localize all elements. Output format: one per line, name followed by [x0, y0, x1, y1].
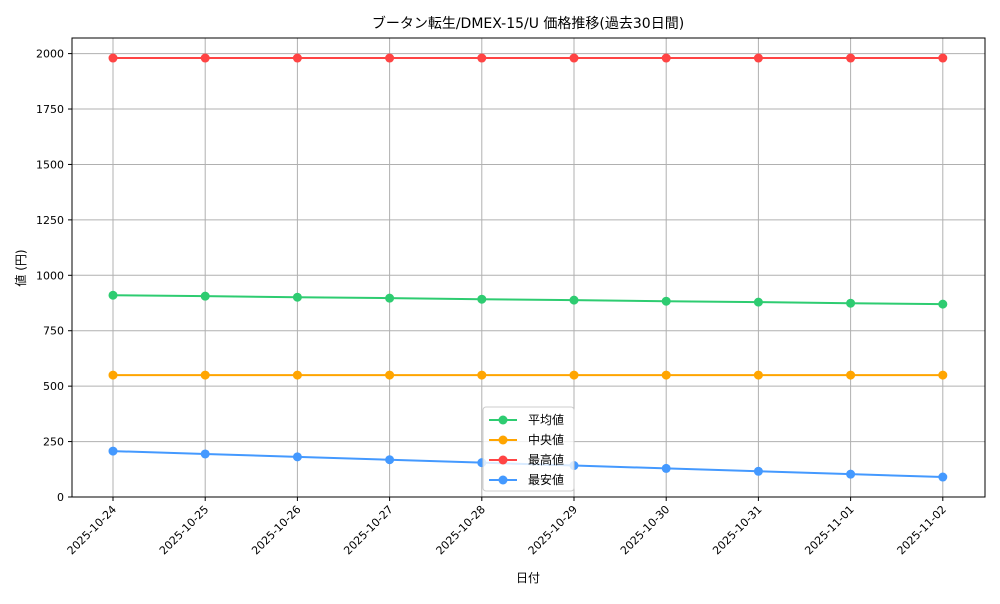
legend-marker [498, 455, 508, 465]
plot-frame [71, 37, 986, 498]
y-tick-label: 750 [43, 325, 64, 338]
x-tick-label: 2025-10-28 [434, 503, 488, 557]
y-tick-label: 1250 [36, 214, 64, 227]
data-point [753, 370, 763, 380]
data-point [938, 53, 948, 63]
data-point [846, 370, 856, 380]
legend-label: 最高値 [528, 452, 564, 467]
x-tick-label: 2025-11-02 [895, 503, 949, 557]
series-0 [108, 290, 948, 309]
y-tick-label: 250 [43, 436, 64, 449]
data-point [108, 290, 118, 300]
data-point [477, 370, 487, 380]
data-point [846, 53, 856, 63]
data-point [200, 291, 210, 301]
x-tick-label: 2025-11-01 [802, 503, 856, 557]
data-point [753, 297, 763, 307]
x-tick-label: 2025-10-26 [249, 503, 303, 557]
data-point [569, 370, 579, 380]
legend-label: 中央値 [528, 432, 564, 447]
data-point [292, 292, 302, 302]
legend-marker [498, 435, 508, 445]
legend-box [482, 406, 575, 492]
data-point [477, 53, 487, 63]
chart-title: ブータン転生/DMEX-15/U 価格推移(過去30日間) [372, 15, 684, 32]
data-point [108, 370, 118, 380]
data-point [477, 294, 487, 304]
data-point [846, 298, 856, 308]
x-tick-label: 2025-10-27 [341, 503, 395, 557]
data-point [661, 53, 671, 63]
x-tick-label: 2025-10-29 [526, 503, 580, 557]
legend-marker [498, 415, 508, 425]
data-point [938, 299, 948, 309]
series-line [112, 294, 943, 306]
y-tick-label: 1500 [36, 158, 64, 171]
y-tick-label: 0 [57, 491, 64, 504]
data-point [200, 449, 210, 459]
data-point [938, 472, 948, 482]
data-point [108, 446, 118, 456]
data-point [385, 293, 395, 303]
y-tick-label: 1000 [36, 269, 64, 282]
data-point [292, 452, 302, 462]
data-point [753, 53, 763, 63]
data-point [661, 370, 671, 380]
series-1 [108, 370, 948, 380]
x-tick-label: 2025-10-24 [65, 503, 119, 557]
data-point [385, 455, 395, 465]
x-tick-label: 2025-10-30 [618, 503, 672, 557]
data-point [846, 469, 856, 479]
legend-label: 平均値 [528, 412, 564, 427]
legend-label: 最安値 [528, 472, 564, 487]
data-point [200, 53, 210, 63]
data-point [385, 53, 395, 63]
x-tick-label: 2025-10-25 [157, 503, 211, 557]
data-point [200, 370, 210, 380]
y-axis-label: 値 (円) [13, 249, 28, 286]
y-tick-label: 500 [43, 380, 64, 393]
data-point [292, 53, 302, 63]
data-point [108, 53, 118, 63]
data-point [292, 370, 302, 380]
data-point [661, 463, 671, 473]
y-tick-label: 2000 [36, 48, 64, 61]
data-point [385, 370, 395, 380]
y-tick-label: 1750 [36, 103, 64, 116]
data-point [569, 295, 579, 305]
series-2 [108, 53, 948, 63]
x-tick-label: 2025-10-31 [710, 503, 764, 557]
x-axis-label: 日付 [516, 571, 540, 585]
data-point [569, 53, 579, 63]
legend-marker [498, 475, 508, 485]
data-point [753, 466, 763, 476]
data-point [661, 296, 671, 306]
data-point [938, 370, 948, 380]
